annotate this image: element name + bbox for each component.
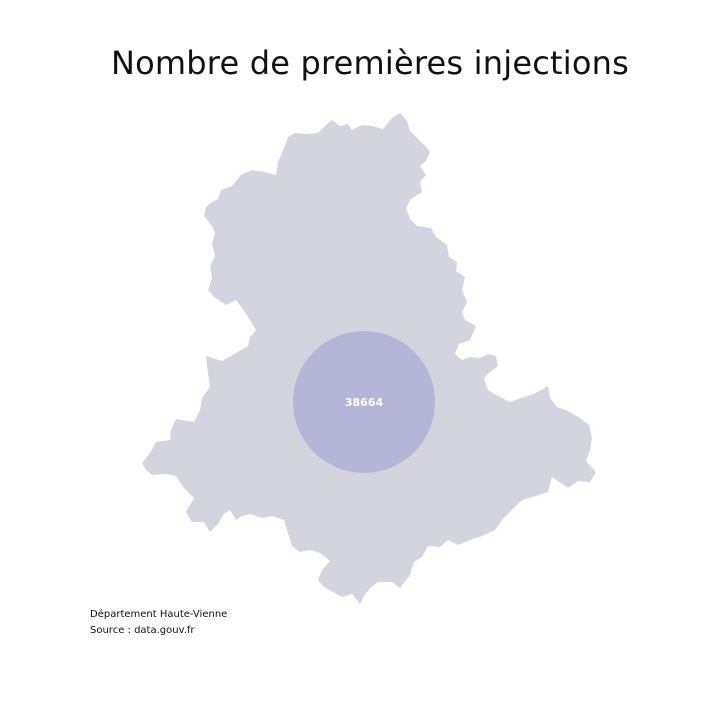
bubble-value-label: 38664 <box>345 396 384 409</box>
footer-source: Source : data.gouv.fr <box>90 625 195 636</box>
map-title: Nombre de premières injections <box>111 44 629 82</box>
footer-department: Département Haute-Vienne <box>90 609 228 620</box>
map-footer: Département Haute-Vienne Source : data.g… <box>90 607 227 639</box>
vaccination-bubble <box>293 331 435 473</box>
